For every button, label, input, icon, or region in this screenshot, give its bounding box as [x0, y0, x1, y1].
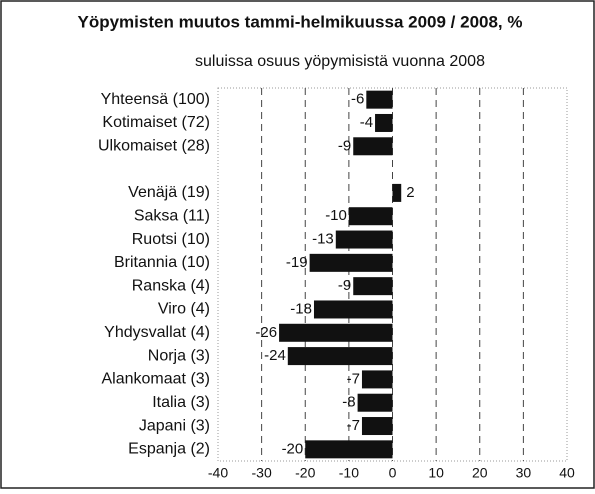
y-tick-label: Saksa (11) [134, 207, 210, 224]
chart-subtitle: suluissa osuus yöpymisistä vuonna 2008 [195, 53, 485, 70]
value-label: -6 [351, 91, 364, 108]
x-tick-label: 10 [428, 465, 444, 481]
x-tick-label: 0 [389, 465, 397, 481]
value-label: -7 [347, 417, 360, 434]
x-tick-label: -40 [208, 465, 228, 481]
y-tick-label: Ranska (4) [132, 277, 210, 294]
x-tick-label: -30 [252, 465, 272, 481]
bar [279, 323, 393, 342]
bar [353, 277, 393, 296]
bar [305, 440, 393, 459]
bar [309, 253, 393, 272]
bar [353, 137, 393, 156]
bar [335, 230, 393, 249]
y-tick-label: Italia (3) [152, 394, 210, 411]
bar [287, 347, 393, 366]
bar [392, 183, 402, 202]
value-label: -10 [325, 207, 347, 224]
y-tick-label: Yhdysvallat (4) [104, 324, 210, 341]
y-tick-label: Kotimaiset (72) [102, 114, 210, 131]
x-tick-label: -20 [295, 465, 315, 481]
value-label: 2 [406, 184, 414, 201]
bar [361, 370, 393, 389]
value-label: -9 [338, 277, 351, 294]
y-tick-label: Venäjä (19) [128, 184, 210, 201]
bar [366, 90, 393, 109]
bar [348, 207, 393, 226]
x-tick-label: -10 [339, 465, 359, 481]
y-tick-label: Ruotsi (10) [132, 231, 210, 248]
chart-title: Yöpymisten muutos tammi-helmikuussa 2009… [78, 12, 523, 31]
y-tick-label: Espanja (2) [128, 441, 210, 458]
value-label: -13 [312, 231, 334, 248]
y-tick-label: Japani (3) [139, 417, 210, 434]
value-label: -18 [290, 300, 312, 317]
x-tick-label: 40 [559, 465, 575, 481]
value-label: -8 [342, 394, 355, 411]
bar [375, 113, 393, 132]
value-label: -19 [286, 254, 308, 271]
value-label: -7 [347, 370, 360, 387]
y-tick-label: Yhteensä (100) [101, 91, 210, 108]
y-tick-label: Britannia (10) [114, 254, 210, 271]
y-tick-label: Viro (4) [158, 301, 210, 318]
x-tick-label: 20 [472, 465, 488, 481]
bar [313, 300, 393, 319]
value-label: -4 [360, 114, 373, 131]
y-tick-label: Ulkomaiset (28) [98, 138, 210, 155]
x-tick-label: 30 [516, 465, 532, 481]
y-tick-label: Alankomaat (3) [102, 371, 211, 388]
value-label: -24 [264, 347, 286, 364]
y-tick-label: Norja (3) [148, 347, 210, 364]
bar [357, 393, 393, 412]
value-label: -26 [255, 324, 277, 341]
value-label: -9 [338, 137, 351, 154]
value-label: -20 [282, 440, 304, 457]
bar [361, 417, 393, 436]
